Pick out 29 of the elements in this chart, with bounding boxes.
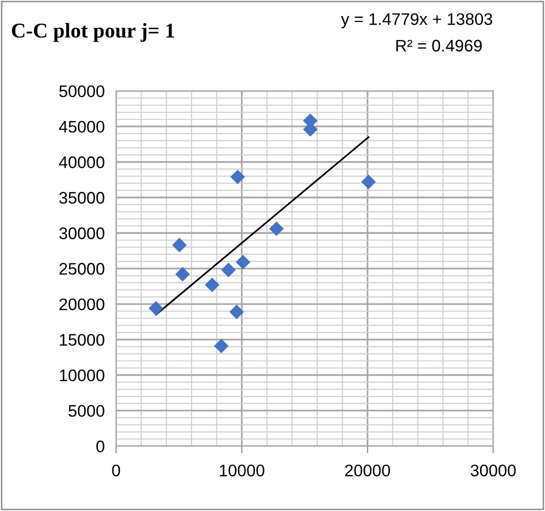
chart-title: C-C plot pour j= 1: [12, 22, 174, 42]
y-tick-label: 50000: [59, 85, 104, 98]
point: [230, 170, 245, 184]
y-tick-label: 0: [96, 440, 104, 452]
y-tick-label: 45000: [59, 120, 104, 133]
point: [214, 338, 229, 354]
y-tick-label: 5000: [68, 404, 104, 417]
point: [361, 174, 376, 190]
x-tick-label: 30000: [470, 464, 516, 476]
y-tick-label: 30000: [59, 227, 104, 240]
text: R² = 0.4969: [396, 40, 482, 52]
point: [221, 262, 236, 278]
y-tick-label: 25000: [59, 262, 104, 275]
point: [236, 254, 250, 270]
x-tick-label: 10000: [220, 464, 264, 476]
point: [148, 301, 164, 316]
point: [269, 221, 284, 236]
point: [229, 304, 244, 320]
x-tick-label: 0: [112, 464, 120, 476]
y-tick-label: 10000: [60, 369, 104, 382]
y-tick-label: 20000: [59, 298, 104, 310]
y-tick-label: 35000: [59, 192, 104, 204]
point: [204, 278, 220, 292]
x-tick-label: 20000: [345, 464, 390, 476]
y-tick-label: 15000: [60, 334, 104, 346]
point: [172, 238, 187, 252]
point: [175, 266, 190, 282]
text: y = 1.4779x + 13803: [340, 13, 492, 28]
y-tick-label: 40000: [59, 156, 104, 168]
